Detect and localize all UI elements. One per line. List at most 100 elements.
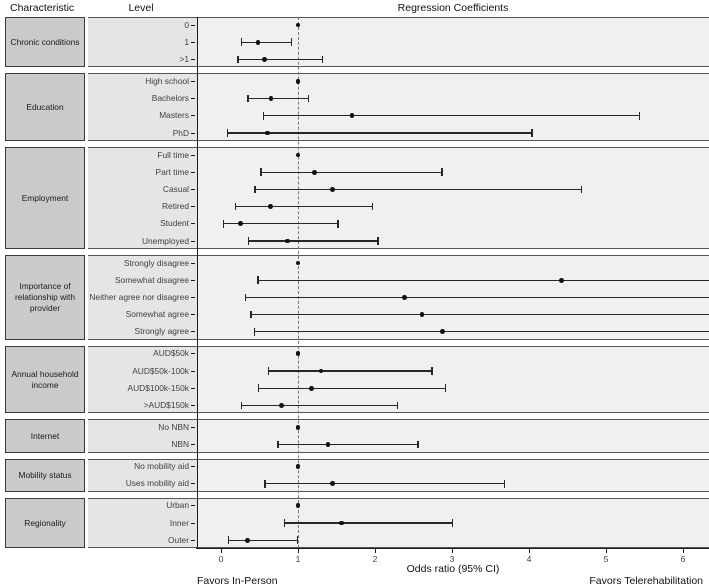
point xyxy=(349,113,355,119)
point xyxy=(261,57,267,62)
point xyxy=(295,425,301,430)
row-tick xyxy=(191,466,195,468)
panel-border xyxy=(196,17,198,549)
ci-cap xyxy=(431,367,433,375)
band-level-bg xyxy=(88,458,197,492)
characteristic-box: Employment xyxy=(5,147,85,249)
level-label: PhD xyxy=(172,127,189,138)
ci-cap xyxy=(260,168,262,176)
favors-right-note: Favors Telerehabilitation xyxy=(589,575,703,587)
ci-line xyxy=(258,387,446,389)
row-tick xyxy=(191,188,195,190)
band-plot-bg xyxy=(197,345,709,414)
ci-line xyxy=(284,522,453,524)
axis-line xyxy=(196,548,709,550)
level-label: No NBN xyxy=(158,421,189,432)
point xyxy=(311,169,317,175)
level-label: High school xyxy=(145,75,189,86)
level-label: Student xyxy=(160,218,189,229)
ci-cap xyxy=(262,112,265,120)
axis-tick xyxy=(374,549,376,553)
row-tick xyxy=(191,483,195,485)
axis-tick xyxy=(220,549,222,553)
ci-line xyxy=(247,98,309,100)
row-tick xyxy=(191,370,195,372)
axis-tick-label: 2 xyxy=(372,554,378,565)
point xyxy=(401,295,407,300)
band-plot-bg xyxy=(197,419,709,453)
row-tick xyxy=(191,522,195,524)
ci-cap xyxy=(639,112,641,120)
ci-line xyxy=(248,240,379,242)
row-tick xyxy=(191,24,195,26)
row-tick xyxy=(191,80,195,82)
level-label: Bachelors xyxy=(151,93,189,104)
level-label: Strongly disagree xyxy=(123,257,189,268)
row-tick xyxy=(191,505,195,507)
band-level-bg xyxy=(88,345,197,414)
point xyxy=(419,312,425,317)
plot-title: Regression Coefficients xyxy=(397,2,509,14)
ci-cap xyxy=(247,94,249,103)
ci-cap xyxy=(264,480,266,488)
x-axis-label: Odds ratio (95% CI) xyxy=(406,563,500,575)
characteristic-box: Education xyxy=(5,73,85,141)
level-label: AUD$100k-150k xyxy=(127,382,189,393)
row-tick xyxy=(191,262,195,264)
level-label: Somewhat agree xyxy=(125,309,189,320)
ci-cap xyxy=(241,401,243,410)
row-tick xyxy=(191,331,195,333)
band-plot-bg xyxy=(197,147,709,249)
ci-cap xyxy=(245,293,247,302)
axis-tick xyxy=(451,549,453,553)
ci-cap xyxy=(237,55,239,64)
ci-line xyxy=(227,132,533,134)
ci-cap xyxy=(250,310,252,319)
level-label: Part time xyxy=(155,166,189,177)
ci-cap xyxy=(228,536,230,544)
point xyxy=(237,221,243,227)
characteristic-box: Mobility status xyxy=(5,458,85,492)
ci-cap xyxy=(248,237,250,245)
level-label: >AUD$150k xyxy=(143,399,189,410)
level-label: 0 xyxy=(184,19,189,30)
ci-cap xyxy=(283,519,285,527)
point xyxy=(295,351,301,357)
band-level-bg xyxy=(88,73,197,141)
row-tick xyxy=(191,240,195,242)
ci-cap xyxy=(241,38,243,46)
point xyxy=(295,464,301,469)
point xyxy=(558,277,564,283)
axis-tick-label: 4 xyxy=(526,554,532,565)
ci-cap xyxy=(531,129,533,137)
point xyxy=(268,96,274,101)
ci-cap xyxy=(371,202,374,211)
axis-tick xyxy=(528,549,530,553)
ci-line xyxy=(277,444,419,446)
point xyxy=(330,481,336,487)
level-label: Uses mobility aid xyxy=(125,478,189,489)
ci-cap xyxy=(337,220,339,228)
point xyxy=(330,187,336,192)
ci-line xyxy=(254,331,709,333)
band-plot-bg xyxy=(197,73,709,141)
level-label: Retired xyxy=(162,201,189,212)
ci-line xyxy=(237,58,323,60)
row-tick xyxy=(191,58,195,60)
row-tick xyxy=(191,387,195,389)
ci-cap xyxy=(441,168,443,176)
ci-line xyxy=(268,370,432,372)
point xyxy=(295,22,301,28)
row-tick xyxy=(191,426,195,428)
ci-line xyxy=(228,539,298,541)
point xyxy=(295,152,301,158)
level-label: Somewhat disagree xyxy=(114,274,189,285)
ci-cap xyxy=(226,129,228,137)
ci-cap xyxy=(580,185,582,194)
row-tick xyxy=(191,132,195,134)
row-tick xyxy=(191,154,195,156)
row-tick xyxy=(191,539,195,541)
band-level-bg xyxy=(88,147,197,249)
axis-tick-label: 0 xyxy=(218,554,224,565)
